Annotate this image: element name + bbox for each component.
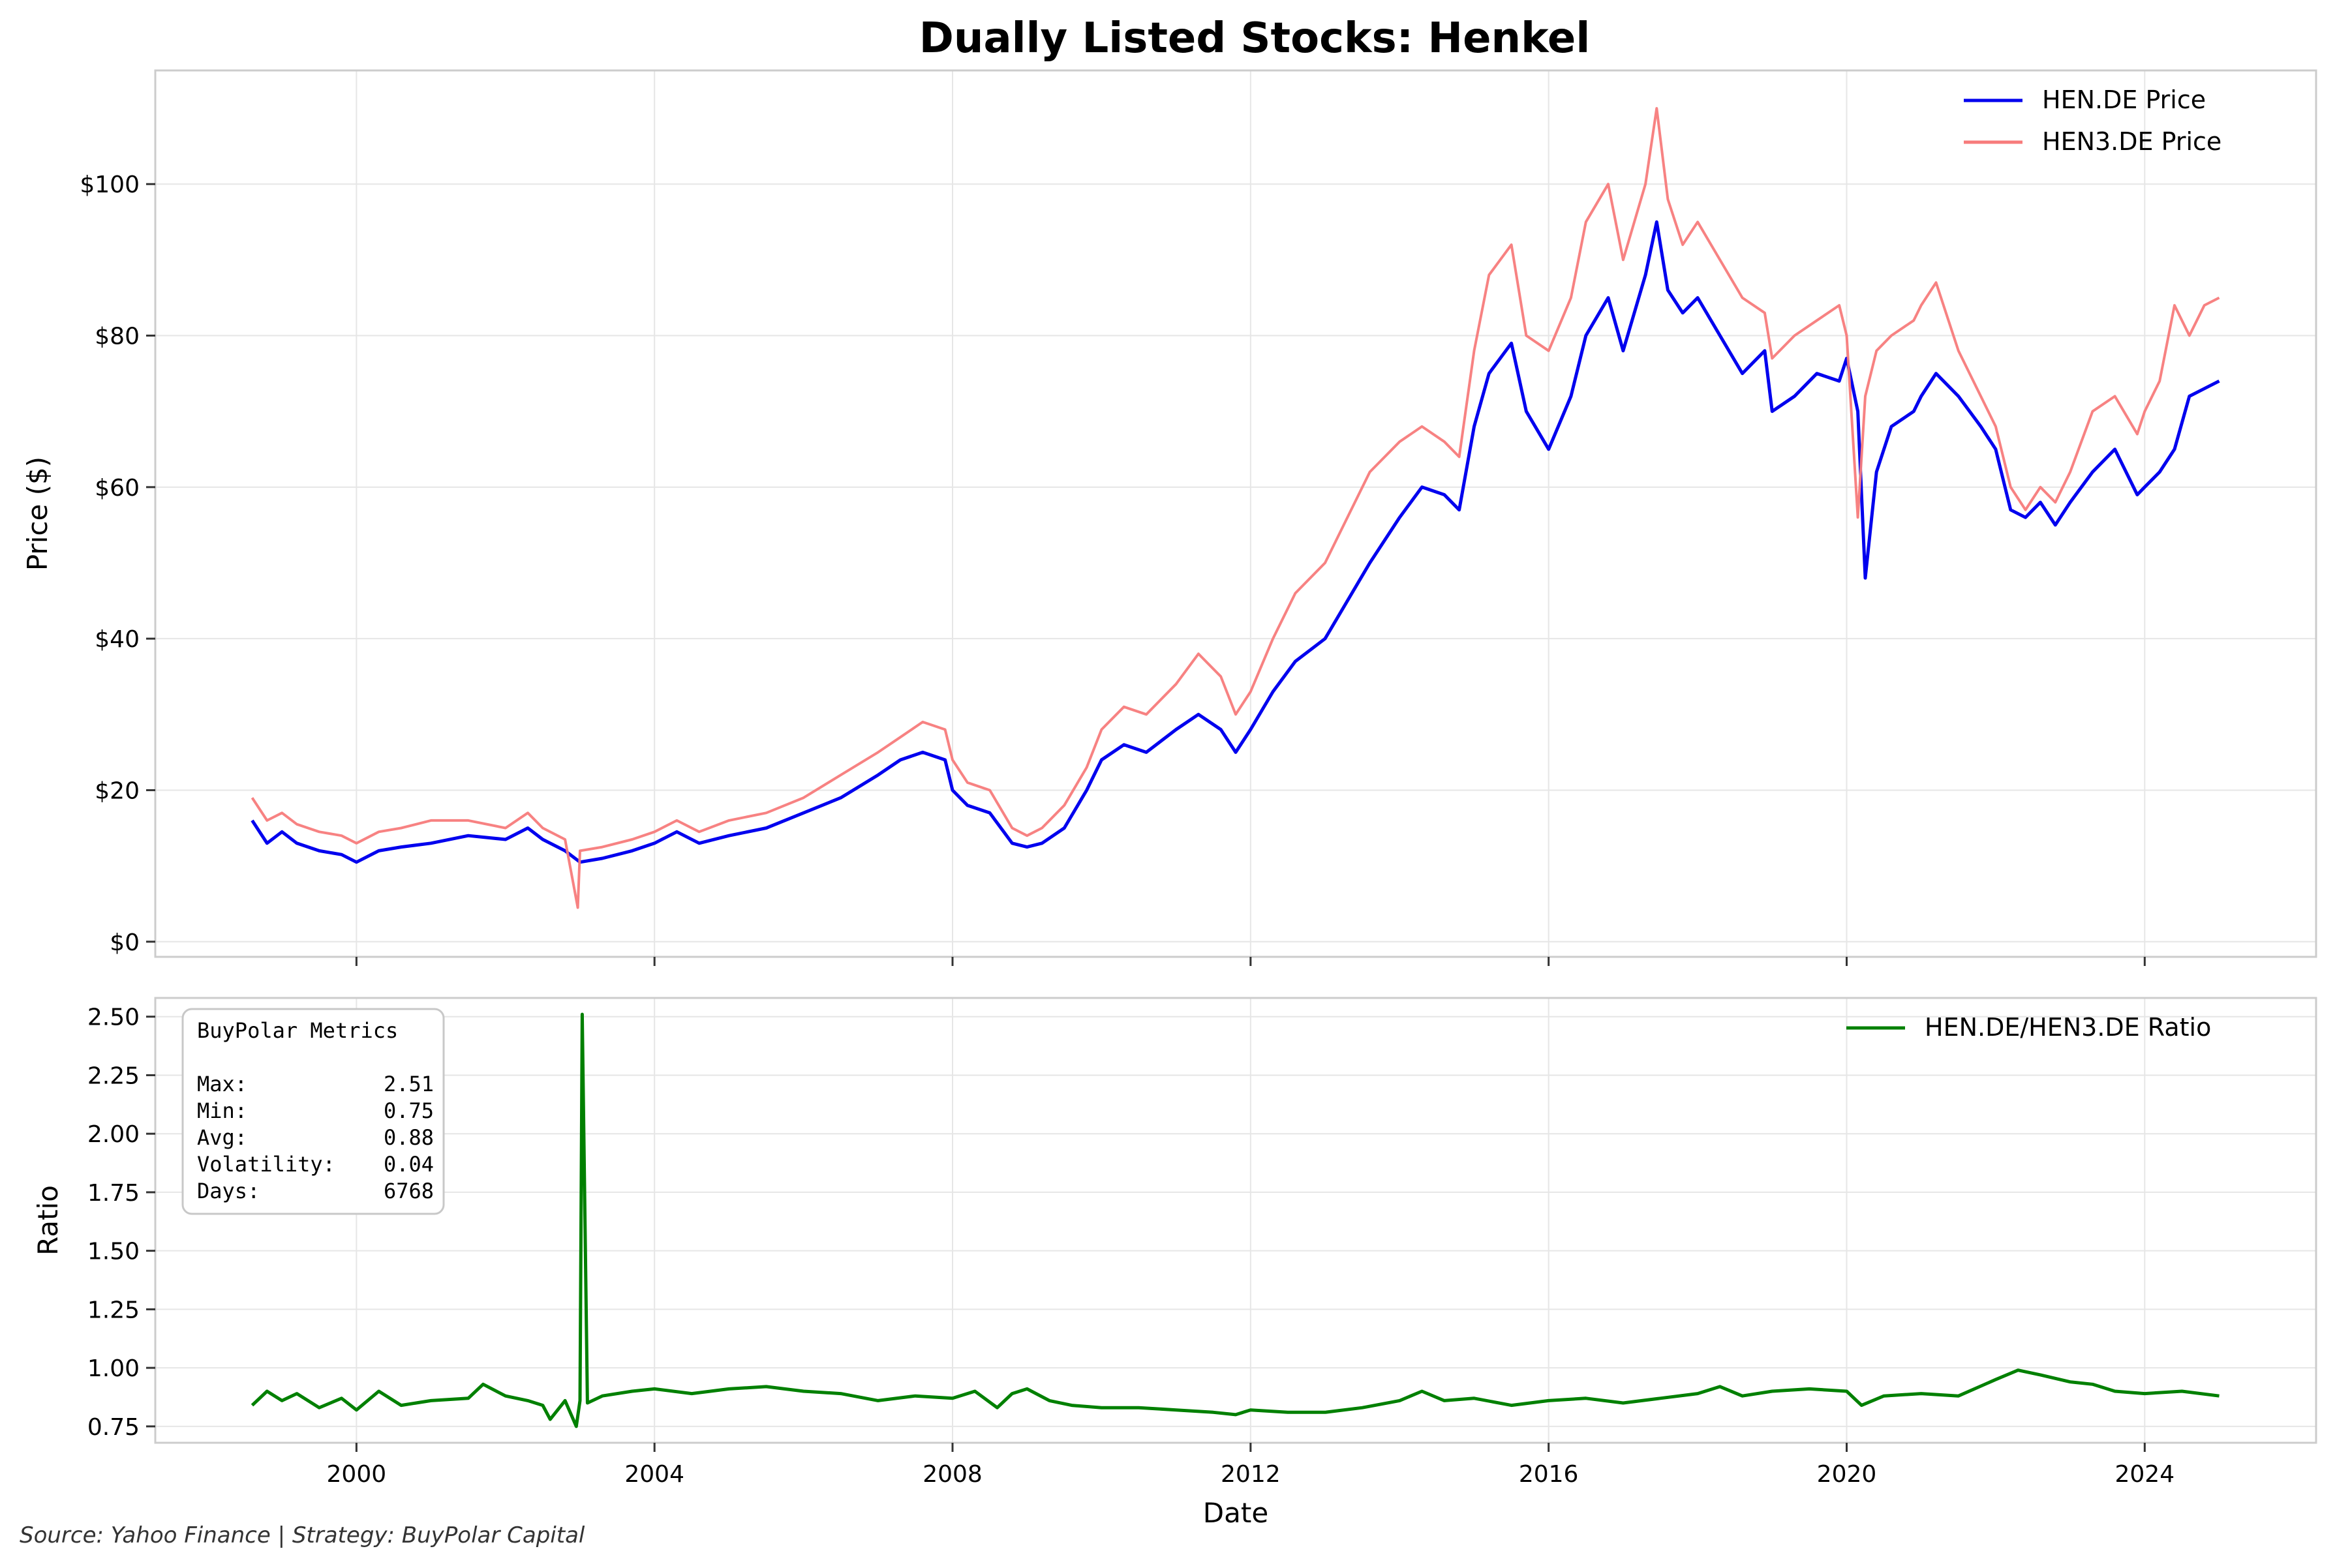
- x-tick-label: 2012: [1221, 1461, 1281, 1488]
- y-tick-label: $100: [80, 172, 140, 198]
- y-tick-label: 1.50: [87, 1239, 140, 1265]
- x-tick-label: 2008: [923, 1461, 983, 1488]
- y-tick-label: $20: [95, 777, 140, 804]
- y-tick-label: 1.00: [87, 1355, 140, 1382]
- source-footer: Source: Yahoo Finance | Strategy: BuyPol…: [20, 1522, 585, 1548]
- ratio-chart-panel: 2000 2004 2008 2012 2016 2020 2024 0.75 1.00 1.2…: [32, 997, 2317, 1529]
- legend-label: HEN.DE Price: [2042, 85, 2206, 114]
- price-chart-title: Dually Listed Stocks: Henkel: [919, 14, 1591, 63]
- legend-label: HEN.DE/HEN3.DE Ratio: [1925, 1013, 2211, 1042]
- price-chart-y-ticks: $0 $20 $40 $60 $80 $100: [80, 172, 155, 956]
- y-tick-label: 2.50: [87, 1004, 140, 1031]
- price-chart-x-ticks: [355, 957, 2146, 966]
- metric-value: 0.04: [384, 1152, 434, 1177]
- ratio-chart-frame: [154, 997, 2317, 1444]
- ratio-chart-grid: [155, 998, 2316, 1443]
- x-tick-label: 2024: [2115, 1461, 2175, 1488]
- y-tick-label: 0.75: [87, 1414, 140, 1441]
- metric-label: Min:: [197, 1098, 247, 1123]
- y-tick-label: $40: [95, 626, 140, 653]
- price-chart-series: [251, 107, 2220, 909]
- metric-label: Volatility:: [197, 1152, 335, 1177]
- series-line-hen-de-price: [251, 220, 2220, 864]
- metric-value: 0.88: [384, 1125, 434, 1150]
- metric-label: Max:: [197, 1072, 247, 1096]
- metric-value: 6768: [384, 1179, 434, 1203]
- metrics-box-background: [181, 1008, 445, 1215]
- y-tick-label: $80: [95, 324, 140, 350]
- date-axis-label: Date: [1203, 1497, 1268, 1529]
- metric-label: Avg:: [197, 1125, 247, 1150]
- price-chart-panel: $0 $20 $40 $60 $80 $100 Price ($) HEN.DE Pric…: [22, 69, 2317, 966]
- ratio-axis-label: Ratio: [32, 1185, 64, 1256]
- y-tick-label: 2.25: [87, 1063, 140, 1089]
- y-tick-label: 1.75: [87, 1180, 140, 1207]
- metrics-title: BuyPolar Metrics: [197, 1018, 398, 1043]
- y-tick-label: 2.00: [87, 1121, 140, 1148]
- series-line-hen-de-hen3-de-ratio: [251, 1012, 2220, 1428]
- metric-label: Days:: [197, 1179, 260, 1203]
- ratio-chart-x-ticks: 2000 2004 2008 2012 2016 2020 2024: [327, 1443, 2175, 1488]
- y-tick-label: 1.25: [87, 1297, 140, 1323]
- metrics-box: BuyPolar Metrics Max: 2.51 Min: 0.75 Avg: 0.8…: [181, 1008, 445, 1215]
- price-axis-label: Price ($): [22, 457, 53, 571]
- series-line-hen3-de-price: [251, 107, 2220, 909]
- price-chart-frame: [154, 69, 2317, 958]
- y-tick-label: $60: [95, 475, 140, 502]
- price-chart-grid: [155, 70, 2316, 957]
- metrics-rows: Max: 2.51 Min: 0.75 Avg: 0.88 Volatility: 0.04 D…: [197, 1072, 434, 1203]
- ratio-chart-y-ticks: 0.75 1.00 1.25 1.50 1.75 2.00 2.25 2.50: [87, 1004, 155, 1441]
- metric-value: 0.75: [384, 1098, 434, 1123]
- x-tick-label: 2016: [1519, 1461, 1579, 1488]
- y-tick-label: $0: [110, 929, 140, 956]
- x-tick-label: 2020: [1817, 1461, 1877, 1488]
- legend-label: HEN3.DE Price: [2042, 127, 2221, 156]
- ratio-chart-legend: HEN.DE/HEN3.DE Ratio: [1846, 1013, 2211, 1042]
- x-tick-label: 2000: [327, 1461, 387, 1488]
- ratio-chart-series: [251, 1012, 2220, 1428]
- x-tick-label: 2004: [624, 1461, 684, 1488]
- price-chart-legend: HEN.DE Price HEN3.DE Price: [1964, 85, 2221, 156]
- metric-value: 2.51: [384, 1072, 434, 1096]
